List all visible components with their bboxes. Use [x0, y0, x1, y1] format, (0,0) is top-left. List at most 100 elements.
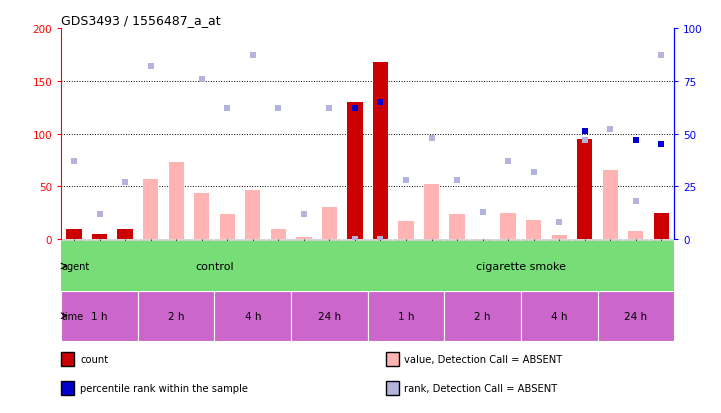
Text: 4 h: 4 h [244, 311, 261, 321]
Bar [112, 240, 138, 307]
Bar [322, 208, 337, 240]
Point [400, 177, 412, 184]
Point [170, 19, 182, 26]
Bar [654, 213, 669, 240]
Point [94, 211, 105, 218]
Point [324, 106, 335, 112]
Bar [449, 214, 465, 240]
Bar [66, 229, 81, 240]
Bar [189, 240, 215, 307]
Point [375, 236, 386, 243]
Bar [368, 291, 444, 341]
Bar [143, 180, 159, 240]
Bar [398, 222, 414, 240]
Bar [373, 63, 388, 240]
Bar [194, 193, 209, 240]
Text: 1 h: 1 h [92, 311, 108, 321]
Text: 2 h: 2 h [474, 311, 491, 321]
Bar [61, 291, 138, 341]
Point [221, 106, 233, 112]
Point [196, 76, 208, 83]
Text: 2 h: 2 h [168, 311, 185, 321]
Bar [138, 291, 215, 341]
Bar [495, 240, 521, 307]
Bar [291, 291, 368, 341]
Text: cigarette smoke: cigarette smoke [476, 261, 566, 271]
Point [503, 158, 514, 165]
Point [554, 219, 565, 226]
Bar [138, 240, 164, 307]
Point [630, 137, 642, 144]
Bar [265, 240, 291, 307]
Bar [215, 240, 240, 307]
Text: time: time [62, 311, 84, 321]
Point [604, 127, 616, 133]
Point [273, 106, 284, 112]
Text: control: control [195, 261, 234, 271]
Text: rank, Detection Call = ABSENT: rank, Detection Call = ABSENT [404, 383, 558, 393]
Bar [500, 213, 516, 240]
Bar [317, 240, 342, 307]
Bar [598, 240, 623, 307]
Point [655, 141, 667, 148]
Bar [61, 242, 368, 291]
Bar [521, 291, 598, 341]
Point [579, 137, 590, 144]
Point [120, 179, 131, 186]
Text: 4 h: 4 h [551, 311, 567, 321]
Point [247, 53, 259, 59]
Bar [603, 171, 618, 240]
Bar [240, 240, 265, 307]
Bar [118, 229, 133, 240]
Bar [552, 235, 567, 240]
Bar [118, 229, 133, 240]
Bar [92, 234, 107, 240]
Bar [547, 240, 572, 307]
Bar [87, 240, 112, 307]
Bar [215, 291, 291, 341]
Text: GDS3493 / 1556487_a_at: GDS3493 / 1556487_a_at [61, 14, 221, 27]
Point [375, 99, 386, 106]
Bar [270, 229, 286, 240]
Text: percentile rank within the sample: percentile rank within the sample [80, 383, 248, 393]
Point [349, 236, 360, 243]
Point [655, 53, 667, 59]
Bar [169, 163, 184, 240]
Bar [598, 291, 674, 341]
Bar [577, 140, 593, 240]
Text: value, Detection Call = ABSENT: value, Detection Call = ABSENT [404, 354, 562, 364]
Point [477, 209, 488, 216]
Text: agent: agent [62, 261, 90, 271]
Bar [470, 240, 495, 307]
Text: 24 h: 24 h [318, 311, 341, 321]
Bar [521, 240, 547, 307]
Bar [623, 240, 649, 307]
Bar [291, 240, 317, 307]
Point [579, 129, 590, 135]
Bar [245, 190, 260, 240]
Bar [572, 240, 598, 307]
Bar [342, 240, 368, 307]
Bar [628, 231, 644, 240]
Point [426, 135, 438, 142]
Point [630, 198, 642, 205]
Text: 1 h: 1 h [398, 311, 415, 321]
Point [298, 211, 309, 218]
Bar [66, 229, 81, 240]
Text: count: count [80, 354, 108, 364]
Bar [444, 291, 521, 341]
Bar [368, 240, 393, 307]
Bar [368, 242, 674, 291]
Bar [444, 240, 470, 307]
Bar [296, 237, 311, 240]
Bar [419, 240, 444, 307]
Text: 24 h: 24 h [624, 311, 647, 321]
Bar [649, 240, 674, 307]
Bar [424, 185, 439, 240]
Bar [220, 214, 235, 240]
Bar [164, 240, 189, 307]
Bar [348, 102, 363, 240]
Point [451, 177, 463, 184]
Bar [393, 240, 419, 307]
Bar [61, 240, 87, 307]
